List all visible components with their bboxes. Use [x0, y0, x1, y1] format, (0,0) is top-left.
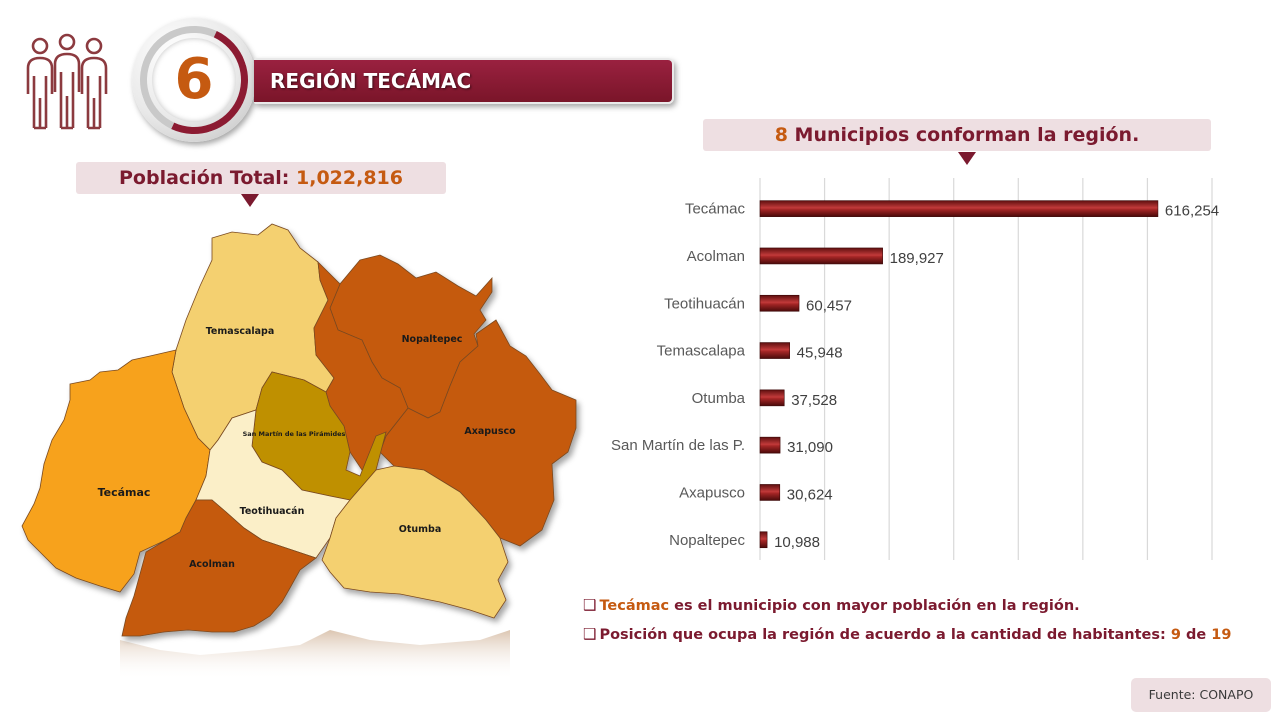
map-label-temascalapa: Temascalapa — [206, 326, 275, 337]
population-arrow — [241, 194, 259, 207]
map-label-teotihuacan: Teotihuacán — [240, 506, 305, 517]
population-label: Población Total: — [119, 167, 290, 189]
category-label: Otumba — [692, 390, 746, 407]
municipios-arrow — [958, 152, 976, 165]
municipios-text: Municipios conforman la región. — [794, 124, 1140, 146]
population-total: Población Total: 1,022,816 — [76, 162, 446, 194]
map-tecamac — [21, 349, 211, 593]
map-label-san-martin: San Martín de las Pirámides — [243, 430, 346, 438]
source-pill — [1131, 678, 1271, 712]
source-label: Fuente: CONAPO — [1148, 687, 1254, 702]
map-label-tecamac: Tecámac — [98, 486, 151, 499]
checkbox-icon: ❑ — [583, 625, 597, 643]
note-region-rank: ❑ Posición que ocupa la región de acuerdo… — [583, 623, 1231, 645]
bar — [759, 247, 883, 265]
value-label: 45,948 — [797, 345, 843, 362]
note-largest-municipio: ❑ Tecámac es el municipio con mayor pobla… — [583, 594, 1080, 616]
note-text: Posición que ocupa la región de acuerdo … — [599, 627, 1171, 643]
value-label: 60,457 — [806, 297, 852, 314]
map-label-axapusco: Axapusco — [464, 426, 516, 437]
people-icon — [26, 33, 108, 130]
note-text: es el municipio con mayor población en l… — [669, 598, 1080, 614]
region-map: Temascalapa Nopaltepec San Martín de las… — [21, 223, 577, 680]
bar — [759, 294, 800, 312]
municipios-count: 8 — [774, 124, 788, 146]
population-value: 1,022,816 — [296, 167, 403, 189]
region-title: REGIÓN TECÁMAC — [270, 69, 472, 93]
bar — [759, 389, 785, 407]
population-pill — [76, 162, 446, 194]
value-label: 30,624 — [787, 486, 833, 503]
region-number: 6 — [174, 47, 214, 112]
value-label: 37,528 — [791, 392, 837, 409]
checkbox-icon: ❑ — [583, 596, 597, 614]
badge-inner — [152, 38, 236, 122]
bar — [759, 531, 768, 549]
category-label: Acolman — [687, 248, 745, 265]
rank-de: de — [1180, 627, 1212, 643]
rank-value: 9 — [1170, 627, 1181, 643]
value-label: 10,988 — [774, 534, 820, 551]
category-label: Nopaltepec — [669, 532, 745, 549]
category-label: Temascalapa — [657, 343, 746, 360]
map-label-acolman: Acolman — [189, 559, 235, 570]
municipios-heading: 8 Municipios conforman la región. — [703, 119, 1211, 151]
title-bar — [254, 58, 674, 104]
note-highlight: Tecámac — [599, 598, 670, 614]
municipios-pill — [703, 119, 1211, 151]
category-label: San Martín de las P. — [611, 437, 745, 454]
map-label-nopaltepec: Nopaltepec — [402, 334, 463, 345]
bar — [759, 200, 1159, 217]
bar — [759, 342, 790, 359]
category-label: Tecámac — [685, 201, 746, 218]
map-otumba — [321, 465, 509, 619]
value-label: 189,927 — [890, 250, 944, 267]
map-acolman — [121, 499, 317, 637]
map-label-otumba: Otumba — [399, 524, 442, 535]
rank-total: 19 — [1211, 627, 1232, 643]
value-label: 31,090 — [787, 439, 833, 456]
map-reflection — [120, 630, 510, 680]
bar — [759, 484, 781, 501]
category-label: Teotihuacán — [664, 295, 745, 312]
value-label: 616,254 — [1165, 203, 1219, 220]
category-label: Axapusco — [679, 484, 745, 501]
population-bar-chart: Tecámac Acolman Teotihuacán Temascalapa Otum… — [611, 178, 1219, 560]
bar — [759, 436, 781, 454]
